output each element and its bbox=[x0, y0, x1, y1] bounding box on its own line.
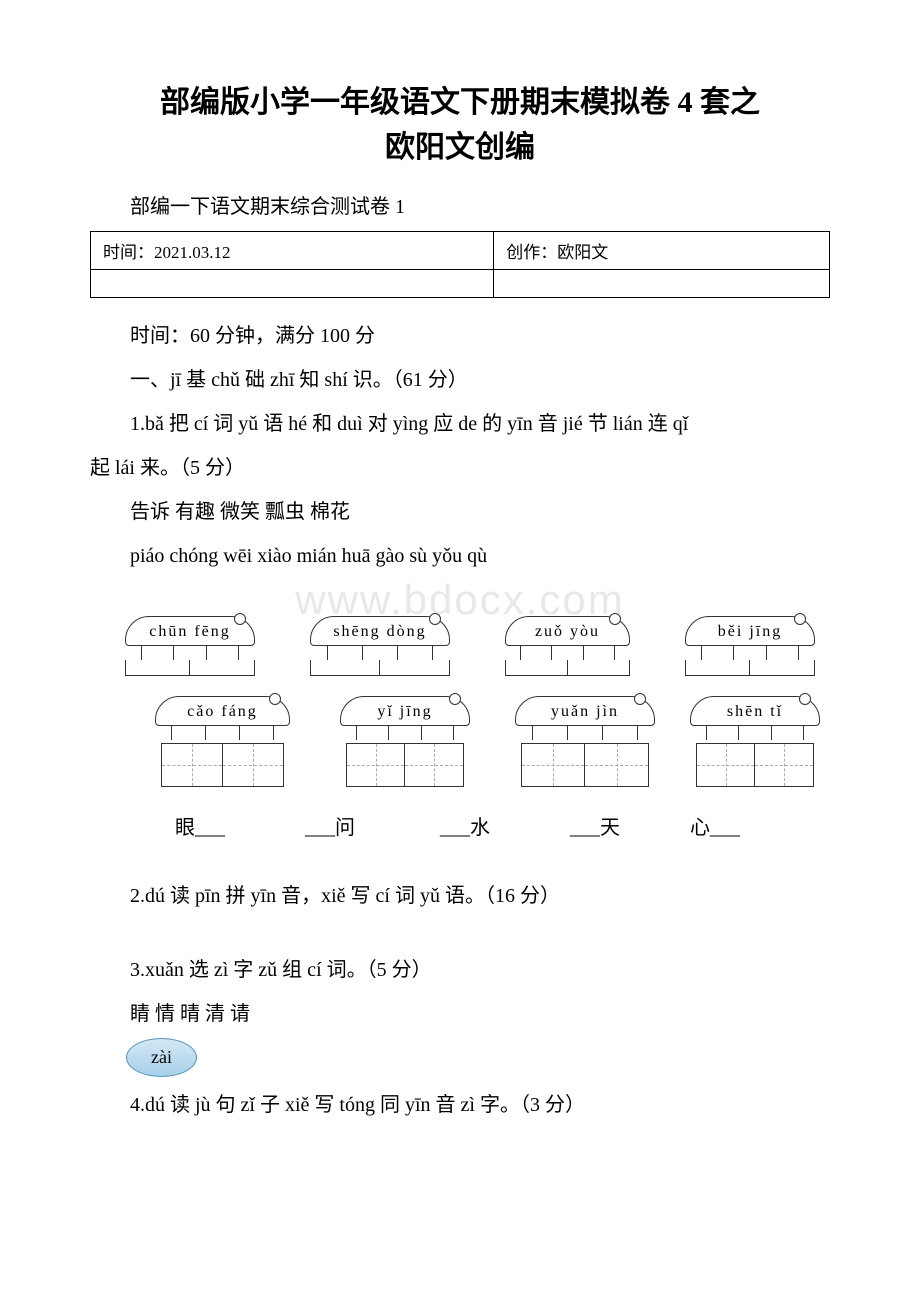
fill-word: ___问 bbox=[305, 811, 355, 840]
duration-text: 时间：60 分钟，满分 100 分 bbox=[90, 316, 830, 356]
fill-word: 眼___ bbox=[175, 811, 225, 840]
cloud-legs bbox=[155, 726, 290, 740]
char-grid bbox=[515, 743, 655, 787]
pinyin-cloud: chūn fēng bbox=[125, 616, 255, 676]
author-cell: 创作：欧阳文 bbox=[494, 232, 830, 270]
cloud-legs bbox=[690, 726, 820, 740]
cloud-legs bbox=[685, 646, 815, 660]
cloud-label: yuǎn jìn bbox=[515, 696, 655, 726]
char-grid bbox=[690, 743, 820, 787]
pinyin-cloud: cǎo fáng bbox=[155, 696, 290, 787]
empty-cell bbox=[91, 270, 494, 298]
fill-word: 心___ bbox=[690, 811, 740, 840]
cloud-legs bbox=[125, 646, 255, 660]
question-1-line-2: 起 lái 来。（5 分） bbox=[90, 448, 830, 488]
cloud-legs bbox=[515, 726, 655, 740]
time-cell: 时间：2021.03.12 bbox=[91, 232, 494, 270]
question-2: 2.dú 读 pīn 拼 yīn 音，xiě 写 cí 词 yǔ 语。（16 分… bbox=[90, 876, 830, 916]
table-row bbox=[91, 270, 830, 298]
pinyin-cloud: shēn tǐ bbox=[690, 696, 820, 787]
question-4: 4.dú 读 jù 句 zǐ 子 xiě 写 tóng 同 yīn 音 zì 字… bbox=[90, 1085, 830, 1125]
subtitle: 部编一下语文期末综合测试卷 1 bbox=[90, 190, 830, 219]
info-table: 时间：2021.03.12 创作：欧阳文 bbox=[90, 231, 830, 298]
question-3-chars: 睛 情 晴 清 请 bbox=[90, 994, 830, 1034]
cloud-label: cǎo fáng bbox=[155, 696, 290, 726]
cloud-label: shēng dòng bbox=[310, 616, 450, 646]
char-grid bbox=[155, 743, 290, 787]
pinyin-line: piáo chóng wēi xiào mián huā gào sù yǒu … bbox=[90, 536, 830, 576]
cloud-legs bbox=[340, 726, 470, 740]
diagram-area: www.bdocx.com chūn fēngshēng dòngzuǒ yòu… bbox=[90, 586, 830, 856]
empty-cell bbox=[494, 270, 830, 298]
pinyin-cloud: běi jīng bbox=[685, 616, 815, 676]
cloud-label: běi jīng bbox=[685, 616, 815, 646]
fill-word: ___水 bbox=[440, 811, 490, 840]
cloud-legs bbox=[505, 646, 630, 660]
zai-oval: zài bbox=[126, 1038, 197, 1077]
pinyin-cloud: yuǎn jìn bbox=[515, 696, 655, 787]
fill-word: ___天 bbox=[570, 811, 620, 840]
question-3: 3.xuǎn 选 zì 字 zǔ 组 cí 词。（5 分） bbox=[90, 950, 830, 990]
section-1-heading: 一、jī 基 chǔ 础 zhī 知 shí 识。（61 分） bbox=[90, 360, 830, 400]
title-line-1: 部编版小学一年级语文下册期末模拟卷 4 套之 bbox=[90, 80, 830, 125]
cloud-label: zuǒ yòu bbox=[505, 616, 630, 646]
main-title: 部编版小学一年级语文下册期末模拟卷 4 套之 欧阳文创编 bbox=[90, 80, 830, 170]
pinyin-cloud: shēng dòng bbox=[310, 616, 450, 676]
cloud-label: yǐ jīng bbox=[340, 696, 470, 726]
question-1-line-1: 1.bǎ 把 cí 词 yǔ 语 hé 和 duì 对 yìng 应 de 的 … bbox=[90, 404, 830, 444]
pinyin-cloud: yǐ jīng bbox=[340, 696, 470, 787]
char-grid bbox=[340, 743, 470, 787]
cloud-label: chūn fēng bbox=[125, 616, 255, 646]
cloud-legs bbox=[310, 646, 450, 660]
cloud-label: shēn tǐ bbox=[690, 696, 820, 726]
table-row: 时间：2021.03.12 创作：欧阳文 bbox=[91, 232, 830, 270]
words-line: 告诉 有趣 微笑 瓢虫 棉花 bbox=[90, 492, 830, 532]
title-line-2: 欧阳文创编 bbox=[90, 125, 830, 170]
pinyin-cloud: zuǒ yòu bbox=[505, 616, 630, 676]
